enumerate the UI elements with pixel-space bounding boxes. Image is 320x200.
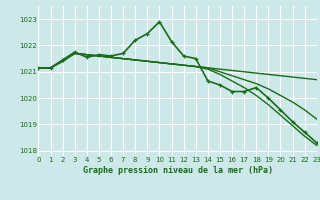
X-axis label: Graphe pression niveau de la mer (hPa): Graphe pression niveau de la mer (hPa) (83, 166, 273, 175)
